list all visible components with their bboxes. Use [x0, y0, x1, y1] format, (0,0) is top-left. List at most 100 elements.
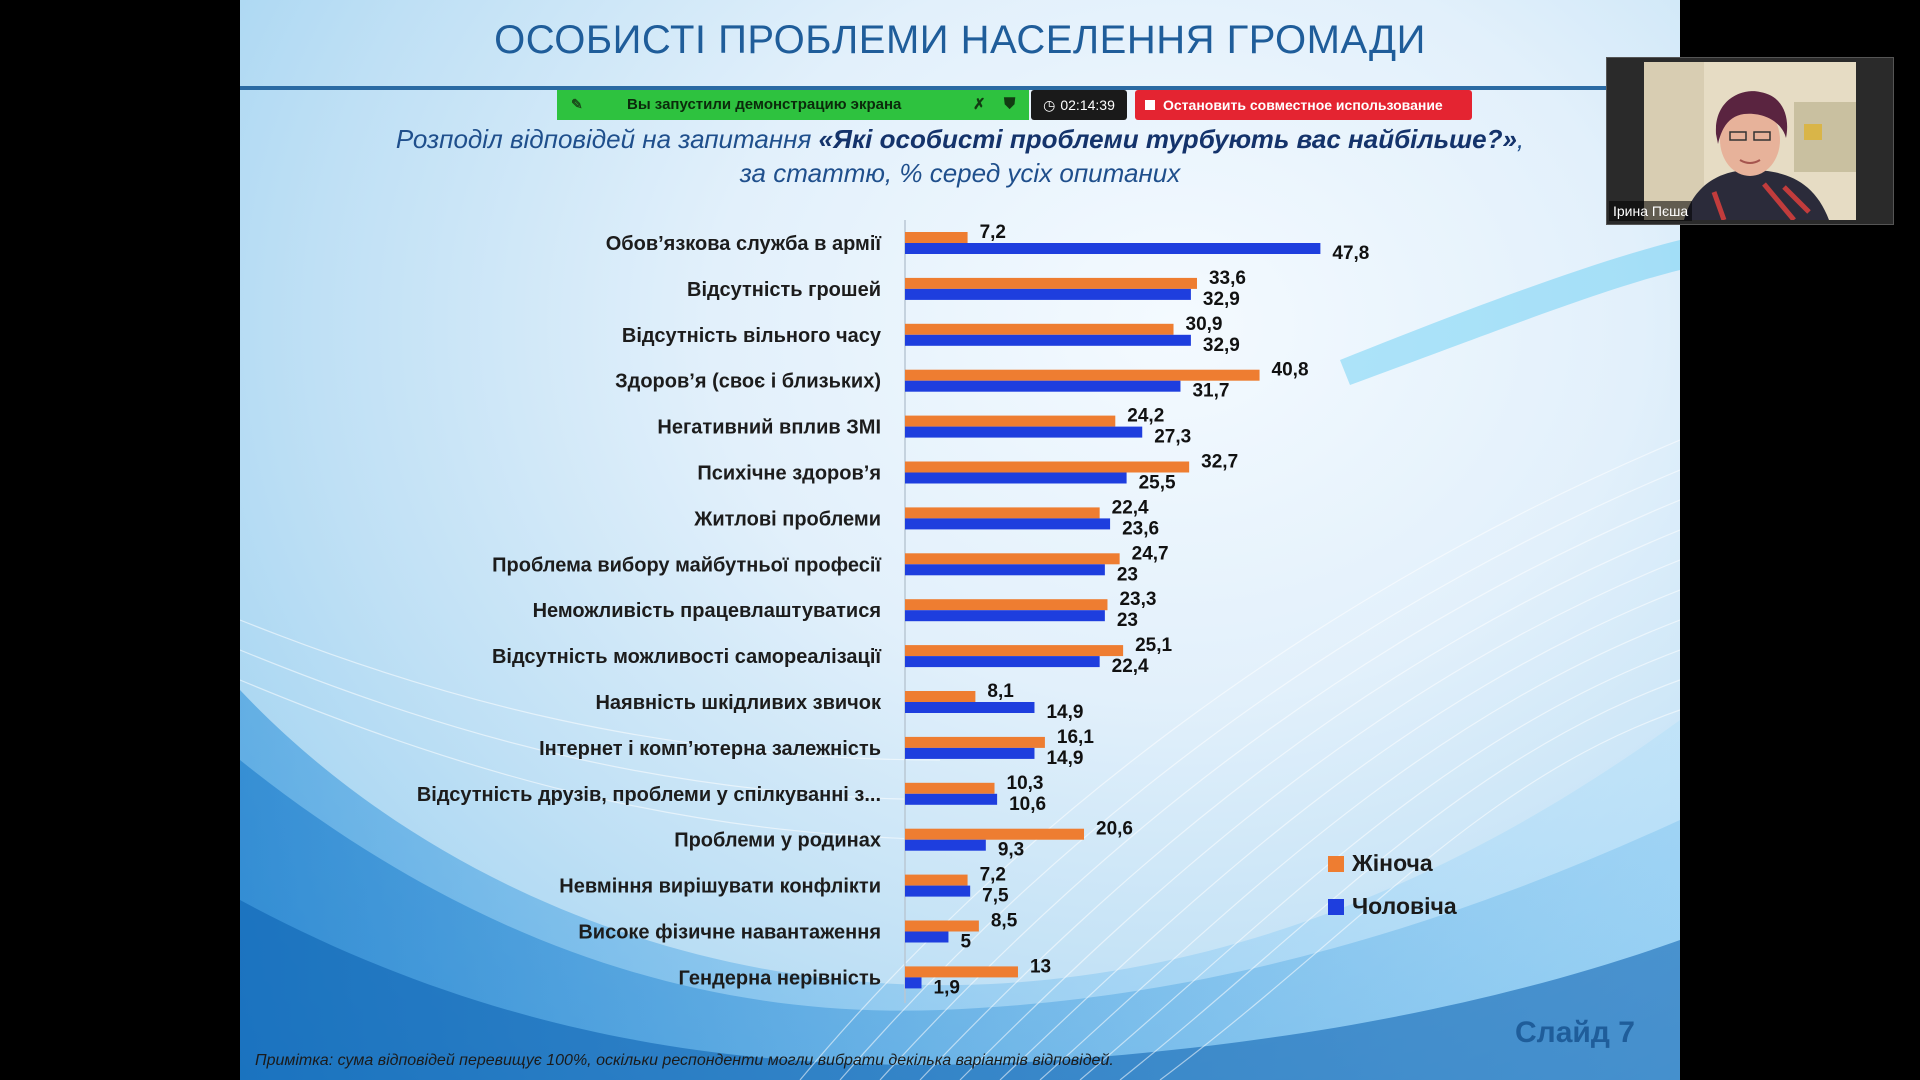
value-label-male: 27,3	[1154, 427, 1191, 448]
value-label-male: 5	[960, 932, 971, 953]
bar-female	[905, 920, 979, 932]
category-label: Високе фізичне навантаження	[578, 922, 881, 944]
bar-male	[905, 243, 1321, 254]
value-label-male: 14,9	[1046, 702, 1083, 723]
value-label-female: 33,6	[1209, 268, 1246, 289]
stop-sharing-label: Остановить совместное использование	[1163, 97, 1443, 113]
microphone-off-icon[interactable]: ✗	[973, 96, 986, 113]
participant-name: Ірина Пєша	[1609, 201, 1693, 221]
legend-label-male: Чоловіча	[1352, 893, 1457, 919]
category-label: Психічне здоров’я	[697, 463, 881, 485]
value-label-female: 8,5	[991, 911, 1018, 932]
shield-icon[interactable]: ⛊	[1004, 95, 1016, 112]
title-divider	[240, 86, 1680, 90]
bar-female	[905, 874, 968, 886]
value-label-male: 7,5	[982, 886, 1009, 907]
bar-male	[905, 564, 1105, 576]
share-timer: ◷ 02:14:39	[1031, 90, 1127, 120]
bar-male	[905, 702, 1035, 713]
category-label: Відсутність можливості самореалізації	[492, 646, 881, 668]
bar-chart: Обов’язкова служба в армії 7,2 47,8 Відсутн…	[417, 220, 1369, 1003]
value-label-female: 24,7	[1132, 543, 1169, 564]
bar-male	[905, 334, 1191, 346]
bar-male	[905, 288, 1191, 300]
value-label-female: 16,1	[1057, 727, 1094, 748]
value-label-male: 47,8	[1332, 243, 1369, 264]
bar-male	[905, 747, 1035, 759]
presentation-slide: ОСОБИСТІ ПРОБЛЕМИ НАСЕЛЕННЯ ГРОМАДИ Розп…	[240, 0, 1680, 1080]
value-label-female: 30,9	[1186, 314, 1223, 335]
bar-male	[905, 426, 1143, 438]
bar-female	[905, 553, 1120, 565]
legend-label-female: Жіноча	[1352, 850, 1433, 876]
pin-icon[interactable]: ✎	[571, 96, 583, 112]
legend-swatch-male	[1328, 898, 1344, 915]
value-label-female: 10,3	[1007, 773, 1044, 794]
subtitle-suffix: ,	[1516, 124, 1525, 154]
bar-male	[905, 931, 949, 943]
bar-male	[905, 839, 986, 851]
bar-female	[905, 369, 1260, 381]
value-label-female: 25,1	[1135, 635, 1172, 656]
bar-male	[905, 977, 922, 989]
clock-icon: ◷	[1043, 96, 1056, 113]
value-label-male: 9,3	[998, 840, 1024, 861]
value-label-male: 22,4	[1112, 656, 1149, 677]
share-timer-value: 02:14:39	[1060, 97, 1115, 113]
category-label: Неможливість працевлаштуватися	[533, 600, 881, 622]
bar-male	[905, 610, 1105, 622]
value-label-female: 20,6	[1096, 819, 1133, 840]
stop-sharing-button[interactable]: Остановить совместное использование	[1135, 90, 1472, 120]
stop-icon	[1145, 100, 1155, 110]
bar-male	[905, 380, 1181, 392]
bar-female	[905, 461, 1190, 473]
value-label-female: 23,3	[1119, 589, 1156, 610]
bar-female	[905, 277, 1197, 289]
legend-item-female: Жіноча	[1328, 850, 1433, 877]
bar-female	[905, 599, 1108, 611]
webcam-tile[interactable]: Ірина Пєша	[1606, 57, 1894, 225]
category-label: Відсутність вільного часу	[622, 325, 882, 347]
subtitle-prefix: Розподіл відповідей на запитання	[395, 124, 819, 154]
category-label: Відсутність грошей	[687, 279, 881, 301]
value-label-male: 1,9	[934, 977, 960, 998]
category-label: Невміння вирішувати конфлікти	[559, 876, 881, 898]
bar-female	[905, 415, 1116, 427]
bar-female	[905, 828, 1085, 840]
share-status-message: Вы запустили демонстрацию экрана	[627, 96, 902, 113]
bar-male	[905, 793, 998, 805]
value-label-female: 32,7	[1201, 452, 1238, 473]
slide-number: Слайд 7	[1515, 1016, 1635, 1049]
bar-female	[905, 645, 1124, 657]
bar-male	[905, 518, 1111, 530]
bar-female	[905, 966, 1018, 978]
bar-female	[905, 507, 1100, 519]
category-label: Здоров’я (своє і близьких)	[615, 371, 881, 393]
bar-male	[905, 472, 1127, 484]
webcam-video	[1644, 62, 1856, 220]
value-label-male: 31,7	[1192, 381, 1229, 402]
category-label: Наявність шкідливих звичок	[595, 692, 881, 714]
chart-subtitle-line1: Розподіл відповідей на запитання «Які ос…	[240, 124, 1680, 155]
legend-item-male: Чоловіча	[1328, 893, 1457, 920]
slide-background	[240, 240, 1680, 1080]
value-label-male: 23,6	[1122, 518, 1159, 539]
value-label-female: 7,2	[980, 222, 1006, 243]
bar-female	[905, 691, 976, 702]
value-label-male: 25,5	[1139, 473, 1176, 494]
bar-female	[905, 736, 1045, 748]
value-label-male: 32,9	[1203, 289, 1240, 310]
category-label: Негативний вплив ЗМІ	[657, 417, 881, 439]
value-label-female: 7,2	[980, 865, 1006, 886]
share-status: ✎ Вы запустили демонстрацию экрана ✗ ⛊	[557, 90, 1029, 120]
value-label-female: 13	[1030, 956, 1051, 977]
chart-footnote: Примітка: сума відповідей перевищує 100%…	[255, 1052, 1114, 1069]
category-label: Проблема вибору майбутньої професії	[492, 554, 881, 576]
value-label-female: 40,8	[1272, 360, 1309, 381]
value-label-female: 8,1	[987, 681, 1014, 702]
category-label: Гендерна нерівність	[679, 967, 881, 989]
category-label: Відсутність друзів, проблеми у спілкуван…	[417, 784, 881, 806]
value-label-male: 23	[1117, 564, 1138, 585]
value-label-male: 32,9	[1203, 335, 1240, 356]
bar-female	[905, 323, 1174, 335]
